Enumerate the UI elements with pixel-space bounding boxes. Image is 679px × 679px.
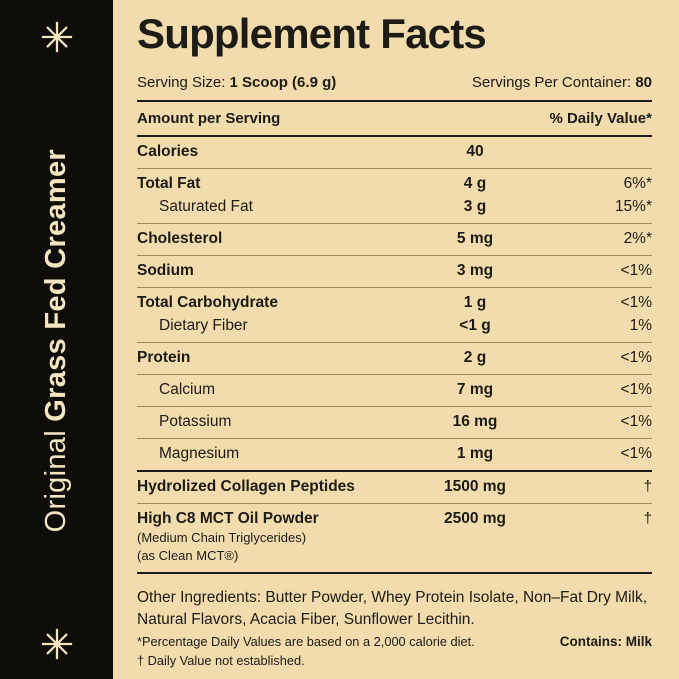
nutrient-dv: <1% <box>620 445 652 463</box>
nutrient-amount: 7 mg <box>456 381 494 399</box>
nutrient-name: Sodium <box>137 262 194 280</box>
nutrient-amount: 1 g <box>463 294 487 312</box>
nutrient-dv: <1% <box>620 349 652 367</box>
table-row-total-fat: Total Fat 4 g 6%* <box>137 169 652 195</box>
nutrient-name: High C8 MCT Oil Powder <box>137 510 319 528</box>
asterisk-star-icon <box>41 21 72 53</box>
other-ingredients-text: Other Ingredients: Butter Powder, Whey P… <box>137 588 647 629</box>
table-row-total-carbohydrate: Total Carbohydrate 1 g <1% <box>137 288 652 314</box>
table-row-magnesium: Magnesium 1 mg <1% <box>137 439 652 473</box>
vertical-product-title: Original Grass Fed Creamer <box>42 54 71 627</box>
nutrient-name: Total Fat <box>137 175 201 193</box>
table-row-cholesterol: Cholesterol 5 mg 2%* <box>137 224 652 257</box>
allergen-contains: Contains: Milk <box>559 633 652 649</box>
nutrient-dv: 15%* <box>614 198 652 216</box>
footnote-block: *Percentage Daily Values are based on a … <box>137 632 475 670</box>
nutrient-dv: <1% <box>620 294 652 312</box>
nutrient-dv: 2%* <box>623 230 652 248</box>
nutrient-dv: <1% <box>620 413 652 431</box>
table-row-potassium: Potassium 16 mg <1% <box>137 407 652 440</box>
table-row-protein: Protein 2 g <1% <box>137 343 652 376</box>
nutrient-dv: 1% <box>629 317 652 335</box>
serving-size: Serving Size: 1 Scoop (6.9 g) <box>137 74 337 92</box>
nutrient-name: Calories <box>137 143 199 161</box>
nutrient-amount: <1 g <box>459 317 491 335</box>
nutrient-dv-dagger: † <box>643 478 652 496</box>
table-row-calories: Calories 40 <box>137 137 652 170</box>
nutrient-amount: 3 g <box>463 198 487 216</box>
nutrient-name: Hydrolized Collagen Peptides <box>137 478 355 496</box>
nutrient-amount: 2500 mg <box>443 510 507 528</box>
facts-panel: Supplement Facts Serving Size: 1 Scoop (… <box>113 0 679 679</box>
nutrient-dv: <1% <box>620 381 652 399</box>
table-row-dietary-fiber: Dietary Fiber <1 g 1% <box>137 314 652 344</box>
nutrient-amount: 16 mg <box>452 413 498 431</box>
nutrient-dv: 6%* <box>623 175 652 193</box>
nutrient-amount: 5 mg <box>456 230 494 248</box>
product-name: Grass Fed Creamer <box>42 148 71 422</box>
dv-column-header: % Daily Value* <box>549 110 652 128</box>
nutrient-dv-dagger: † <box>643 510 652 528</box>
table-row-sodium: Sodium 3 mg <1% <box>137 256 652 289</box>
asterisk-star-icon <box>41 628 72 660</box>
nutrient-amount: 4 g <box>463 175 487 193</box>
nutrient-name: Protein <box>137 349 191 367</box>
nutrient-name: Dietary Fiber <box>159 317 248 335</box>
nutrient-name: Total Carbohydrate <box>137 294 278 312</box>
table-row-saturated-fat: Saturated Fat 3 g 15%* <box>137 195 652 225</box>
nutrient-name: Magnesium <box>159 445 240 463</box>
panel-title: Supplement Facts <box>137 10 487 57</box>
table-row-calcium: Calcium 7 mg <1% <box>137 375 652 408</box>
nutrient-amount: 40 <box>466 143 484 161</box>
footnotes: *Percentage Daily Values are based on a … <box>137 632 652 672</box>
footnote-dagger: † Daily Value not established. <box>137 652 305 668</box>
servings-per-container: Servings Per Container: 80 <box>471 74 652 92</box>
nutrient-name: Saturated Fat <box>159 198 253 216</box>
nutrient-dv: <1% <box>620 262 652 280</box>
serving-info-row: Serving Size: 1 Scoop (6.9 g) Servings P… <box>137 69 652 103</box>
nutrient-name: Calcium <box>159 381 215 399</box>
nutrient-amount: 3 mg <box>456 262 494 280</box>
footnote-percent: *Percentage Daily Values are based on a … <box>137 633 475 649</box>
nutrient-name: Cholesterol <box>137 230 223 248</box>
amount-column-header: Amount per Serving <box>137 110 281 128</box>
table-row-mct-oil-powder: High C8 MCT Oil Powder (Medium Chain Tri… <box>137 504 652 574</box>
nutrient-subnote: (as Clean MCT®) <box>137 548 239 564</box>
nutrient-name-block: High C8 MCT Oil Powder (Medium Chain Tri… <box>137 510 390 565</box>
table-column-headers: Amount per Serving % Daily Value* <box>137 102 652 138</box>
product-variant: Original <box>42 429 71 533</box>
nutrient-name: Potassium <box>159 413 232 431</box>
nutrient-amount: 1 mg <box>456 445 494 463</box>
nutrient-subnote: (Medium Chain Triglycerides) <box>137 530 307 546</box>
brand-rail: Original Grass Fed Creamer <box>0 0 113 679</box>
table-row-collagen-peptides: Hydrolized Collagen Peptides 1500 mg † <box>137 472 652 505</box>
nutrient-amount: 1500 mg <box>443 478 507 496</box>
nutrient-amount: 2 g <box>463 349 487 367</box>
